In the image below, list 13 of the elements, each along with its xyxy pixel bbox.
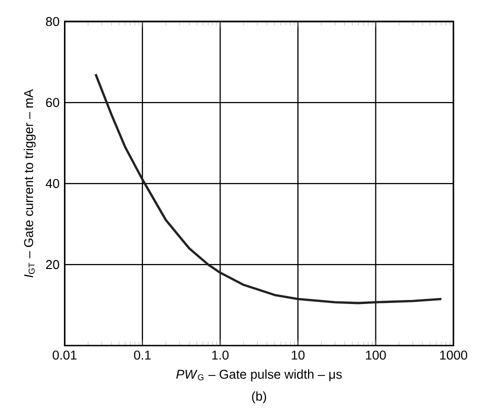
x-tick-label: 1.0 <box>212 350 229 360</box>
x-axis-title: PW$_{G}$ – Gate pulse width – μs <box>176 369 342 382</box>
y-tick-label: 80 <box>46 16 60 26</box>
x-tick-label: 0.1 <box>134 350 151 360</box>
x-tick-label: 10 <box>292 350 305 360</box>
y-tick-label: 60 <box>46 98 60 107</box>
text: (b) <box>252 391 266 404</box>
x-tick-label: 0.01 <box>52 350 76 360</box>
x-tick-label: 100 <box>366 350 386 360</box>
y-tick-label: 20 <box>46 260 60 269</box>
y-tick-label: 40 <box>46 178 60 188</box>
x-tick-label: 1000 <box>440 350 468 360</box>
y-axis-title: I$_{GT}$ – Gate current to trigger – mA <box>24 89 36 278</box>
